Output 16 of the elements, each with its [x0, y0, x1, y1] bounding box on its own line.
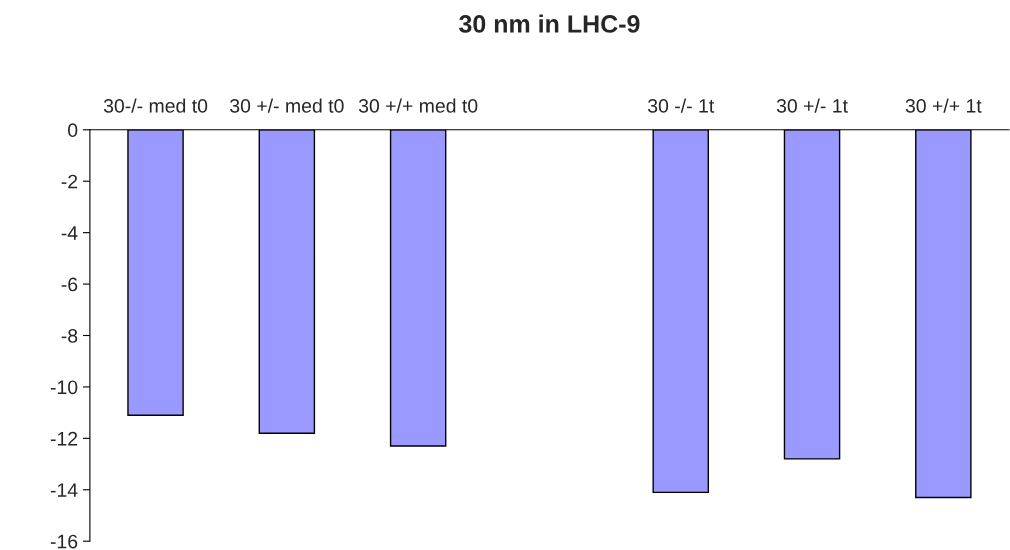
x-tick-label: 30 +/+ med t0 — [358, 98, 478, 113]
x-tick-label: 30 +/- 1t — [776, 98, 848, 113]
y-tick-label: -6 — [61, 277, 78, 292]
x-tick-label: 30 +/- med t0 — [230, 98, 344, 113]
x-tick-label: 30-/- med t0 — [103, 98, 208, 113]
y-tick-label: -10 — [50, 380, 78, 395]
y-tick-label: -2 — [61, 174, 78, 189]
y-tick-label: -8 — [61, 328, 78, 343]
chart-title: 30 nm in LHC-9 — [459, 14, 640, 33]
y-tick-label: 0 — [68, 123, 78, 138]
x-tick-label: 30 -/- 1t — [647, 98, 715, 113]
y-tick-label: -12 — [50, 431, 78, 446]
x-tick-label: 30 +/+ 1t — [905, 98, 982, 113]
y-tick-label: -14 — [50, 483, 78, 497]
y-tick-label: -4 — [61, 226, 78, 240]
y-tick-label: -16 — [50, 534, 78, 549]
